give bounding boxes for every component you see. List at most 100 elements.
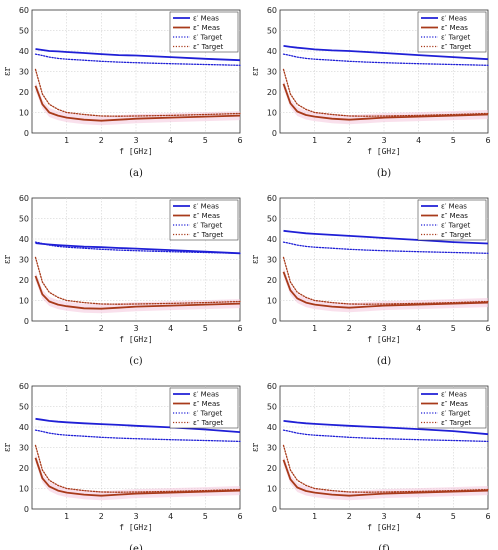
legend-label: ε′ Meas (193, 203, 219, 211)
x-tick-label: 3 (381, 136, 386, 145)
legend-label: ε″ Target (441, 43, 472, 51)
y-tick-label: 30 (19, 444, 29, 453)
legend-label: ε″ Meas (441, 400, 468, 408)
x-tick-label: 6 (485, 136, 490, 145)
x-tick-label: 2 (347, 324, 352, 333)
y-axis-label: εr (3, 442, 13, 452)
series-line (283, 229, 489, 245)
x-tick-label: 1 (64, 136, 69, 145)
legend-label: ε″ Meas (193, 212, 220, 220)
x-tick-label: 1 (64, 512, 69, 521)
y-tick-label: 60 (19, 6, 29, 15)
y-tick-label: 50 (19, 215, 29, 224)
x-tick-label: 6 (237, 512, 242, 521)
x-tick-label: 5 (203, 512, 208, 521)
panel-caption: (b) (377, 168, 391, 179)
y-tick-label: 60 (19, 194, 29, 203)
y-tick-label: 40 (19, 47, 29, 56)
y-tick-label: 20 (267, 276, 277, 285)
x-tick-label: 5 (203, 324, 208, 333)
legend-label: ε′ Meas (441, 391, 467, 399)
legend-label: ε′ Target (441, 410, 471, 418)
x-axis-label: f [GHz] (119, 335, 153, 344)
y-tick-label: 40 (267, 47, 277, 56)
x-tick-label: 2 (99, 324, 104, 333)
legend-label: ε′ Meas (441, 15, 467, 23)
legend-label: ε″ Target (441, 419, 472, 427)
x-tick-label: 6 (485, 324, 490, 333)
x-tick-label: 4 (168, 136, 173, 145)
y-tick-label: 0 (272, 317, 277, 326)
legend-label: ε′ Target (441, 34, 471, 42)
legend-label: ε″ Target (193, 43, 224, 51)
x-tick-label: 2 (347, 512, 352, 521)
y-tick-label: 10 (267, 109, 277, 118)
panel-caption: (c) (129, 356, 143, 367)
series-line (34, 68, 241, 117)
x-tick-label: 3 (381, 512, 386, 521)
legend-label: ε′ Meas (193, 15, 219, 23)
x-tick-label: 1 (312, 136, 317, 145)
y-tick-label: 20 (267, 464, 277, 473)
legend-label: ε″ Meas (441, 24, 468, 32)
uncertainty-band (283, 79, 488, 125)
uncertainty-band (283, 455, 488, 501)
x-tick-label: 2 (347, 136, 352, 145)
x-tick-label: 4 (416, 324, 421, 333)
legend-label: ε′ Meas (441, 203, 467, 211)
y-tick-label: 40 (19, 423, 29, 432)
x-axis-label: f [GHz] (119, 147, 153, 156)
x-tick-label: 3 (133, 324, 138, 333)
y-tick-label: 60 (267, 382, 277, 391)
series-line (34, 256, 241, 305)
x-tick-label: 1 (64, 324, 69, 333)
y-tick-label: 0 (24, 317, 29, 326)
y-tick-label: 0 (272, 129, 277, 138)
x-tick-label: 4 (168, 512, 173, 521)
series-line (34, 457, 241, 497)
x-axis-label: f [GHz] (119, 523, 153, 532)
series-line (34, 241, 241, 254)
y-tick-label: 40 (19, 235, 29, 244)
panel-caption: (d) (377, 356, 391, 367)
series-line (34, 275, 241, 310)
legend-label: ε′ Target (193, 410, 223, 418)
y-axis-label: εr (251, 254, 261, 264)
series-line (282, 83, 489, 121)
series-line (282, 429, 489, 443)
series-line (282, 459, 489, 497)
y-tick-label: 50 (19, 27, 29, 36)
panel-caption: (e) (129, 544, 143, 550)
y-tick-label: 30 (267, 68, 277, 77)
y-tick-label: 20 (267, 88, 277, 97)
x-tick-label: 5 (203, 136, 208, 145)
y-tick-label: 60 (267, 194, 277, 203)
y-tick-label: 10 (19, 297, 29, 306)
legend-label: ε′ Target (193, 222, 223, 230)
series-line (34, 85, 241, 122)
y-tick-label: 10 (19, 109, 29, 118)
y-tick-label: 30 (267, 444, 277, 453)
uncertainty-band (283, 267, 488, 313)
series-line (282, 53, 489, 66)
legend-label: ε′ Meas (193, 391, 219, 399)
series-line (34, 429, 241, 443)
series-line (34, 53, 241, 66)
legend-label: ε″ Target (193, 419, 224, 427)
y-tick-label: 50 (267, 403, 277, 412)
y-tick-label: 50 (267, 27, 277, 36)
y-tick-label: 20 (19, 464, 29, 473)
y-axis-label: εr (251, 442, 261, 452)
series-line (35, 48, 241, 62)
series-line (283, 45, 489, 61)
y-tick-label: 60 (19, 382, 29, 391)
y-tick-label: 30 (267, 256, 277, 265)
series-line (282, 271, 489, 309)
legend-label: ε″ Target (441, 231, 472, 239)
y-tick-label: 40 (267, 423, 277, 432)
y-axis-label: εr (251, 66, 261, 76)
y-tick-label: 50 (267, 215, 277, 224)
